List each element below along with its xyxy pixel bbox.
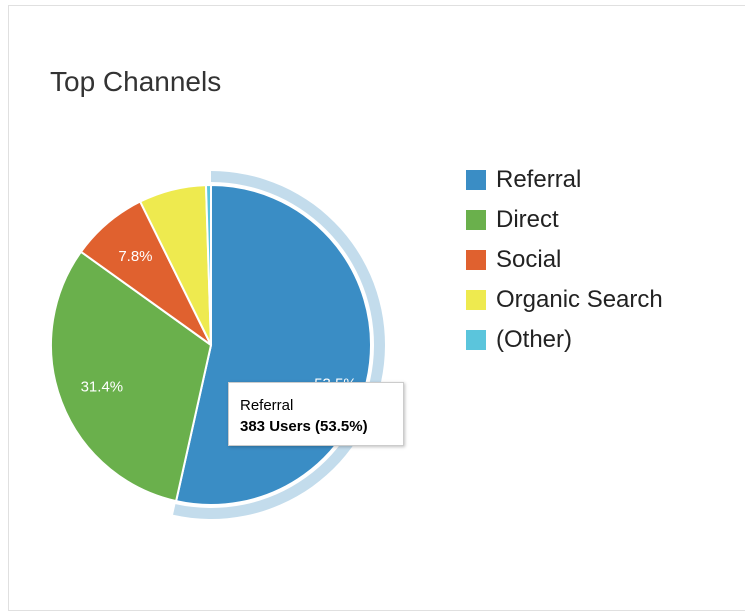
tooltip-label: Referral: [240, 397, 294, 414]
legend-label: Referral: [496, 166, 582, 193]
legend-label: (Other): [496, 326, 573, 353]
legend-item-direct[interactable]: Direct: [466, 200, 663, 240]
tooltip-value: 383 Users (53.5%): [240, 418, 368, 435]
tooltip: Referral 383 Users (53.5%): [228, 382, 404, 446]
slice-direct[interactable]: [50, 250, 213, 503]
legend-swatch: [466, 290, 486, 310]
legend-label: Direct: [496, 206, 559, 233]
legend-label: Organic Search: [496, 286, 663, 313]
legend-item-organic-search[interactable]: Organic Search: [466, 280, 663, 320]
top-channels-card: [8, 5, 745, 611]
legend-item-referral[interactable]: Referral: [466, 160, 663, 200]
legend-swatch: [466, 170, 486, 190]
legend-item-other[interactable]: (Other): [466, 320, 663, 360]
legend: Referral Direct Social Organic Search (Other…: [466, 160, 663, 360]
slice-other[interactable]: [204, 183, 212, 346]
card-title: Top Channels: [50, 66, 222, 97]
legend-swatch: [466, 210, 486, 230]
data-label-direct: 31.4%: [81, 379, 124, 396]
legend-item-social[interactable]: Social: [466, 240, 663, 280]
legend-swatch: [466, 330, 486, 350]
data-label-social: 7.8%: [118, 248, 152, 265]
legend-swatch: [466, 250, 486, 270]
legend-label: Social: [496, 246, 562, 273]
